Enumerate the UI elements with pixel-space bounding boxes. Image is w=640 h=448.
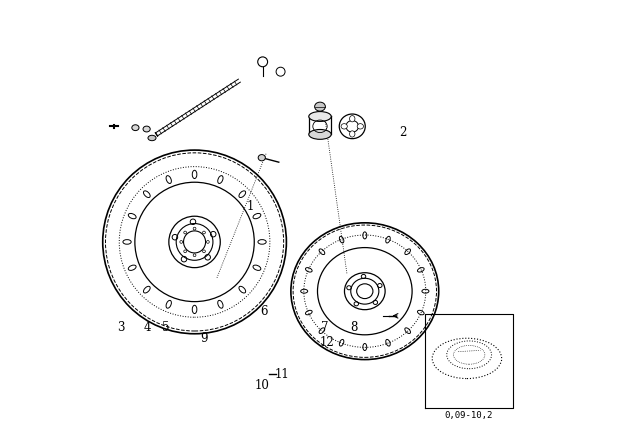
Text: 1: 1 bbox=[247, 199, 254, 213]
Ellipse shape bbox=[309, 129, 332, 139]
Ellipse shape bbox=[148, 135, 156, 141]
Text: 12: 12 bbox=[319, 336, 334, 349]
Text: 9: 9 bbox=[200, 332, 207, 345]
Ellipse shape bbox=[341, 124, 348, 129]
Text: 2: 2 bbox=[399, 125, 406, 139]
Ellipse shape bbox=[346, 121, 358, 132]
Text: 0,09-10,2: 0,09-10,2 bbox=[445, 411, 493, 420]
Text: 8: 8 bbox=[350, 320, 357, 334]
Ellipse shape bbox=[349, 116, 355, 122]
Circle shape bbox=[276, 67, 285, 76]
Ellipse shape bbox=[339, 114, 365, 139]
Ellipse shape bbox=[349, 131, 355, 137]
Text: 4: 4 bbox=[144, 320, 151, 334]
Circle shape bbox=[258, 57, 268, 67]
Ellipse shape bbox=[357, 124, 364, 129]
Text: 5: 5 bbox=[162, 320, 169, 334]
Ellipse shape bbox=[258, 155, 266, 161]
Text: 3: 3 bbox=[117, 320, 124, 334]
Text: 7: 7 bbox=[321, 320, 328, 334]
Text: 10: 10 bbox=[254, 379, 269, 392]
Text: 6: 6 bbox=[260, 305, 268, 318]
Ellipse shape bbox=[315, 102, 325, 111]
Ellipse shape bbox=[132, 125, 139, 131]
Text: 11: 11 bbox=[275, 367, 289, 381]
Ellipse shape bbox=[143, 126, 150, 132]
Ellipse shape bbox=[309, 112, 332, 121]
